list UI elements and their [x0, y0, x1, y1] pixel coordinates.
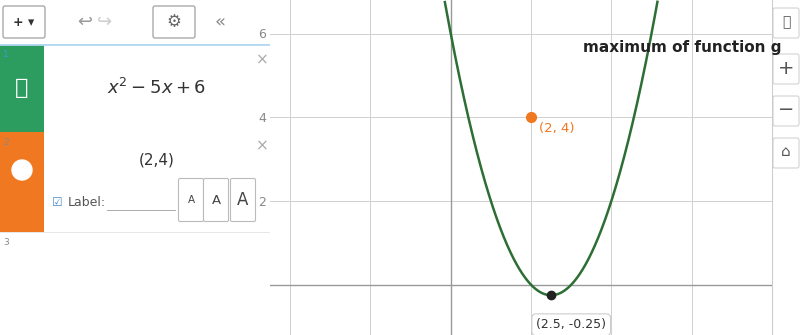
Text: maximum of function g: maximum of function g [583, 40, 782, 55]
FancyBboxPatch shape [773, 54, 799, 84]
FancyBboxPatch shape [203, 179, 229, 221]
Bar [0, 132, 44, 232]
Text: (2, 4): (2, 4) [539, 122, 574, 135]
Text: ⚙: ⚙ [166, 13, 182, 31]
Text: $x^2 - 5x + 6$: $x^2 - 5x + 6$ [107, 78, 206, 98]
Text: 3: 3 [3, 238, 9, 247]
Text: A: A [187, 195, 194, 205]
FancyBboxPatch shape [3, 6, 45, 38]
Text: 1: 1 [3, 50, 9, 59]
Text: ⌂: ⌂ [781, 144, 791, 159]
FancyBboxPatch shape [773, 8, 799, 38]
Text: ↩: ↩ [78, 13, 93, 31]
FancyBboxPatch shape [178, 179, 203, 221]
Text: ☑: ☑ [52, 196, 62, 208]
Text: ×: × [256, 138, 268, 153]
Text: ×: × [256, 52, 268, 67]
Text: ↪: ↪ [98, 13, 113, 31]
Text: A: A [211, 194, 221, 206]
FancyBboxPatch shape [230, 179, 255, 221]
Bar [0, 44, 44, 132]
Text: (2,4): (2,4) [138, 152, 174, 168]
Text: +: + [778, 59, 794, 77]
Text: (2.5, -0.25): (2.5, -0.25) [536, 318, 606, 331]
Text: «: « [214, 13, 226, 31]
FancyBboxPatch shape [773, 138, 799, 168]
Text: 🔧: 🔧 [782, 15, 790, 29]
Text: + ▾: + ▾ [14, 15, 34, 28]
FancyBboxPatch shape [773, 96, 799, 126]
FancyBboxPatch shape [153, 6, 195, 38]
Text: Label:: Label: [68, 196, 106, 208]
Text: A: A [238, 191, 249, 209]
Text: 〜: 〜 [15, 78, 29, 98]
Text: 2: 2 [3, 138, 9, 147]
Text: −: − [778, 100, 794, 120]
Circle shape [12, 160, 32, 180]
